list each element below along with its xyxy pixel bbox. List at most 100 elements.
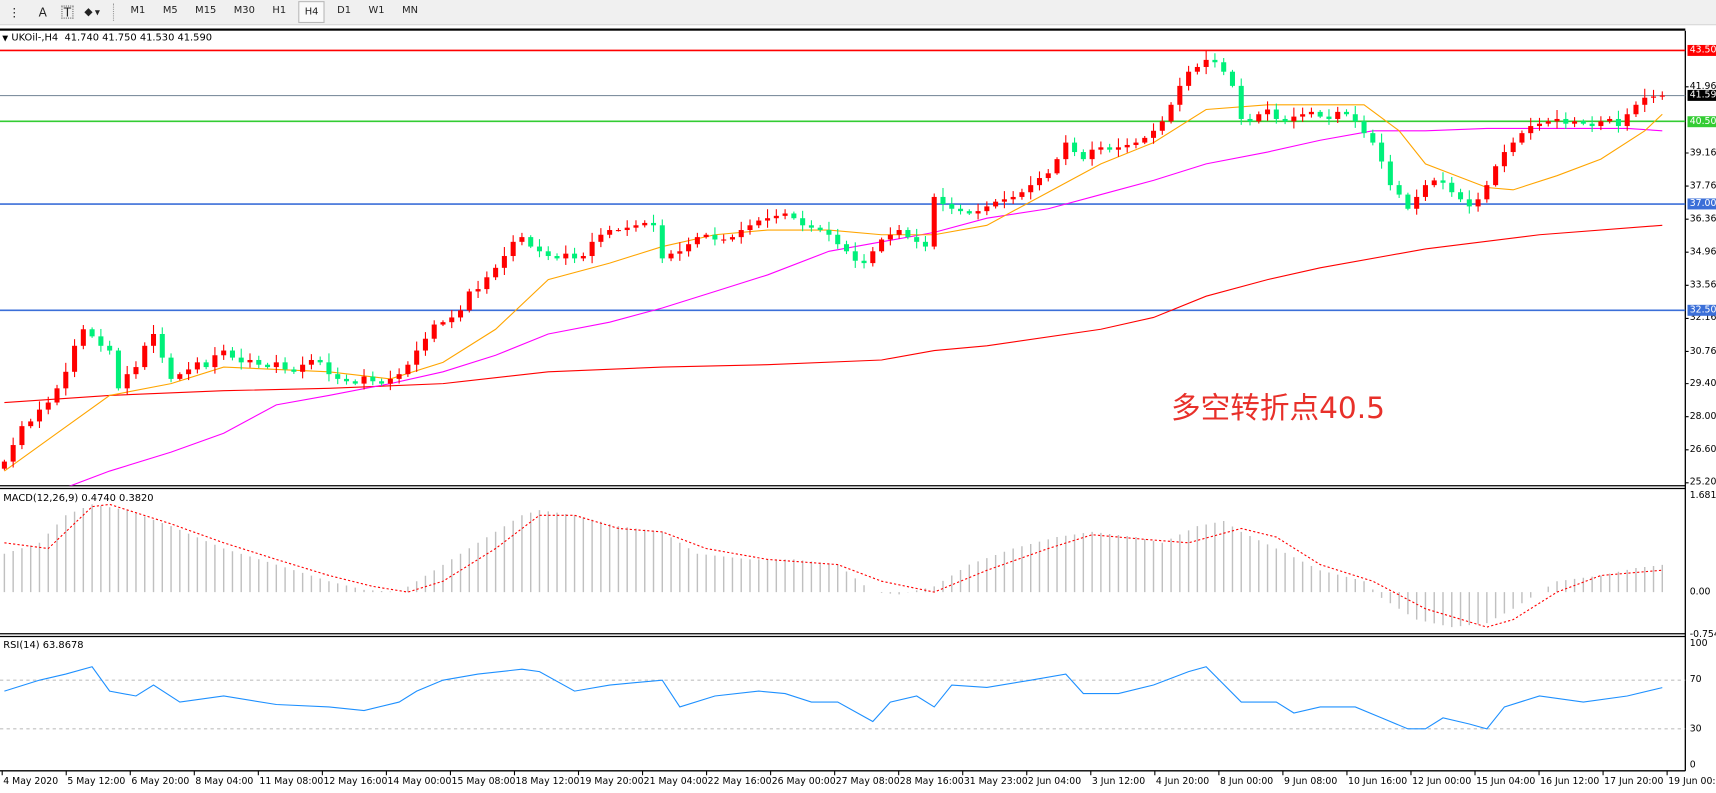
time-tick-label: 27 May 08:00 bbox=[835, 776, 900, 788]
candle bbox=[835, 228, 841, 249]
time-tick-label: 12 May 16:00 bbox=[323, 776, 388, 788]
dropdown-caret-icon[interactable]: ▼ bbox=[94, 8, 100, 16]
candle bbox=[1010, 191, 1016, 204]
candle-body bbox=[19, 426, 25, 446]
candle bbox=[449, 310, 455, 329]
candle-body bbox=[405, 364, 411, 375]
timeframe-m5[interactable]: M5 bbox=[162, 5, 178, 17]
candle-body bbox=[326, 362, 332, 375]
candle-body bbox=[510, 241, 516, 257]
timeframe-d1[interactable]: D1 bbox=[337, 5, 351, 17]
macd-pane bbox=[3, 503, 1664, 628]
candle bbox=[1238, 78, 1244, 125]
candle-body bbox=[519, 237, 525, 242]
candle-body bbox=[958, 208, 964, 212]
candle-body bbox=[1300, 114, 1306, 117]
candle bbox=[1352, 106, 1358, 128]
timeframe-mn[interactable]: MN bbox=[402, 5, 419, 17]
candle bbox=[1089, 141, 1095, 166]
candle bbox=[247, 353, 253, 368]
chart-header: ▼ UKOil-,H4 41.740 41.750 41.530 41.590 bbox=[2, 33, 212, 44]
ohlc-values: 41.740 41.750 41.530 41.590 bbox=[64, 32, 213, 44]
candle-body bbox=[1510, 142, 1516, 153]
arrows-glyph: ⬥ bbox=[84, 4, 93, 19]
candle-body bbox=[650, 222, 657, 226]
timeframe-h4[interactable]: H4 bbox=[298, 1, 326, 24]
candle bbox=[1, 459, 7, 471]
main-pane bbox=[0, 49, 1686, 486]
candle bbox=[1545, 117, 1551, 127]
timeframe-m30[interactable]: M30 bbox=[233, 5, 255, 17]
price-tick-label: 41.960 bbox=[1689, 81, 1716, 93]
grid-icon[interactable]: ⋮ bbox=[8, 4, 21, 20]
candle bbox=[1387, 154, 1393, 191]
candle bbox=[1326, 109, 1332, 125]
arrows-icon[interactable]: ⬥ ▼ bbox=[78, 2, 107, 22]
ma-slow-line bbox=[4, 224, 1663, 404]
candle bbox=[800, 210, 806, 232]
candle-body bbox=[572, 253, 578, 259]
candle-body bbox=[975, 211, 981, 214]
candle-body bbox=[449, 317, 455, 323]
candle-body bbox=[1598, 121, 1604, 127]
candle-body bbox=[194, 362, 200, 370]
text-icon[interactable]: A bbox=[38, 4, 47, 20]
candle-body bbox=[949, 204, 955, 209]
candle bbox=[1256, 111, 1262, 124]
candle-body bbox=[1142, 137, 1148, 143]
candle bbox=[1651, 89, 1657, 103]
candle bbox=[922, 236, 928, 252]
time-tick-label: 17 Jun 20:00 bbox=[1604, 776, 1664, 788]
candle-body bbox=[177, 374, 183, 379]
macd-label: MACD(12,26,9) 0.4740 0.3820 bbox=[3, 493, 154, 505]
candle-body bbox=[931, 196, 937, 247]
candle-body bbox=[659, 225, 665, 259]
candle bbox=[1659, 91, 1665, 100]
candle-body bbox=[238, 357, 244, 363]
candle bbox=[1186, 65, 1192, 91]
candle bbox=[782, 209, 788, 220]
candle-body bbox=[1317, 111, 1323, 117]
candle bbox=[177, 372, 183, 381]
price-tick-label: 26.600 bbox=[1689, 444, 1716, 456]
candle bbox=[475, 280, 481, 299]
candle bbox=[1528, 117, 1534, 140]
candle bbox=[729, 234, 735, 242]
candle bbox=[1080, 149, 1086, 162]
timeframe-h1[interactable]: H1 bbox=[272, 5, 287, 17]
candle-body bbox=[203, 362, 209, 368]
candle bbox=[914, 228, 920, 249]
candle bbox=[633, 220, 639, 232]
timeframe-m1[interactable]: M1 bbox=[130, 5, 146, 17]
candle bbox=[265, 362, 271, 369]
candle bbox=[1107, 143, 1113, 153]
rsi-tick-label: 70 bbox=[1689, 674, 1702, 686]
collapse-triangle-icon[interactable]: ▼ bbox=[2, 33, 9, 43]
timeframe-m15[interactable]: M15 bbox=[195, 5, 217, 17]
candle-body bbox=[10, 445, 16, 462]
candle bbox=[1300, 107, 1306, 122]
candle-body bbox=[791, 213, 797, 219]
candle-body bbox=[72, 345, 78, 372]
candle bbox=[317, 356, 323, 366]
candle bbox=[1563, 112, 1569, 129]
candle-body bbox=[1089, 149, 1095, 160]
timeframe-w1[interactable]: W1 bbox=[368, 5, 385, 17]
candle-body bbox=[1493, 166, 1499, 186]
price-tick-label: 34.960 bbox=[1689, 246, 1716, 258]
candle bbox=[133, 361, 139, 379]
candle-body bbox=[870, 251, 876, 264]
candle bbox=[1335, 106, 1341, 123]
candle bbox=[1221, 58, 1227, 76]
candle-body bbox=[1554, 118, 1560, 122]
candle-body bbox=[879, 239, 885, 252]
candle-body bbox=[1063, 142, 1069, 160]
candle bbox=[256, 355, 262, 369]
candle-body bbox=[1080, 152, 1086, 160]
candle bbox=[686, 237, 692, 257]
text-label-icon[interactable]: T bbox=[61, 5, 74, 19]
candle bbox=[80, 325, 86, 350]
candle bbox=[300, 356, 306, 379]
